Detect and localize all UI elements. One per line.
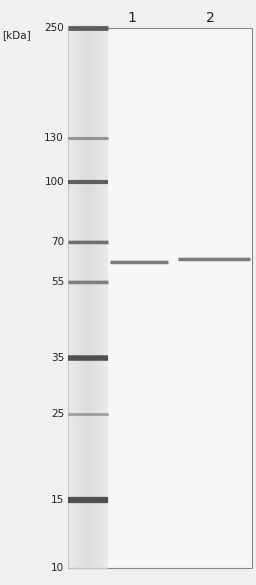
Bar: [104, 28, 105, 568]
Bar: [93, 28, 94, 568]
Bar: [94, 28, 95, 568]
Bar: [84, 28, 85, 568]
Bar: [92, 28, 93, 568]
Bar: [89, 28, 90, 568]
Bar: [71, 28, 72, 568]
Bar: [82, 28, 83, 568]
Bar: [107, 28, 108, 568]
Bar: [76, 28, 77, 568]
Text: 15: 15: [51, 495, 64, 505]
Bar: [98, 28, 99, 568]
Text: 250: 250: [44, 23, 64, 33]
Bar: [77, 28, 78, 568]
Text: 2: 2: [206, 11, 214, 25]
Bar: [88, 28, 89, 568]
Bar: [87, 28, 88, 568]
Text: 70: 70: [51, 236, 64, 246]
Bar: [106, 28, 107, 568]
Bar: [70, 28, 71, 568]
Text: 10: 10: [51, 563, 64, 573]
Text: 35: 35: [51, 353, 64, 363]
Text: 25: 25: [51, 410, 64, 419]
Bar: [72, 28, 73, 568]
Bar: [74, 28, 75, 568]
Text: 130: 130: [44, 133, 64, 143]
Bar: [68, 28, 69, 568]
Bar: [81, 28, 82, 568]
Bar: [99, 28, 100, 568]
Text: [kDa]: [kDa]: [2, 30, 31, 40]
Bar: [102, 28, 103, 568]
Bar: [97, 28, 98, 568]
Bar: [79, 28, 80, 568]
Bar: [73, 28, 74, 568]
Bar: [75, 28, 76, 568]
Text: 100: 100: [44, 177, 64, 187]
Bar: [91, 28, 92, 568]
Bar: [100, 28, 101, 568]
Bar: [96, 28, 97, 568]
Bar: [68, 28, 252, 568]
Bar: [83, 28, 84, 568]
Bar: [80, 28, 81, 568]
Bar: [69, 28, 70, 568]
Bar: [95, 28, 96, 568]
Text: 55: 55: [51, 277, 64, 287]
Bar: [85, 28, 86, 568]
Bar: [105, 28, 106, 568]
Bar: [86, 28, 87, 568]
Bar: [78, 28, 79, 568]
Bar: [101, 28, 102, 568]
Bar: [103, 28, 104, 568]
Bar: [90, 28, 91, 568]
Text: 1: 1: [127, 11, 136, 25]
